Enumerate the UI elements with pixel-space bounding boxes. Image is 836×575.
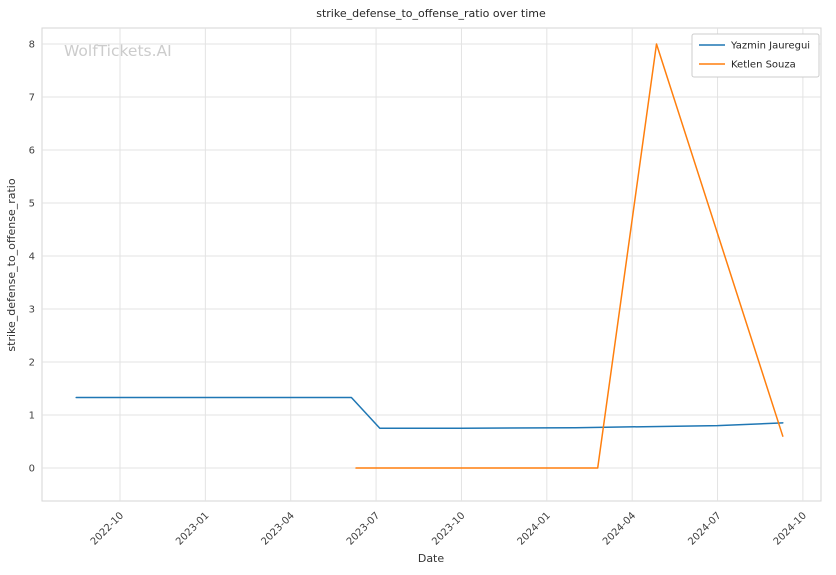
y-axis-label: strike_defense_to_offense_ratio xyxy=(5,178,18,351)
y-tick-label: 0 xyxy=(29,464,35,475)
series-line-1 xyxy=(355,43,784,469)
y-tick-label: 7 xyxy=(29,93,35,104)
series-line-0 xyxy=(75,396,784,430)
y-tick-label: 6 xyxy=(29,146,35,157)
chart-title: strike_defense_to_offense_ratio over tim… xyxy=(316,7,546,20)
legend-label-yazmin: Yazmin Jauregui xyxy=(730,41,810,52)
y-tick-label: 5 xyxy=(29,199,35,210)
plot-area xyxy=(41,27,822,502)
watermark: WolfTickets.AI xyxy=(64,42,172,60)
y-tick-label: 8 xyxy=(29,40,35,51)
series-layer xyxy=(75,43,784,469)
y-tick-label: 1 xyxy=(29,411,35,422)
y-tick-label: 3 xyxy=(29,305,35,316)
y-tick-label: 2 xyxy=(29,358,35,369)
y-tick-label: 4 xyxy=(29,252,35,263)
x-axis-label: Date xyxy=(418,552,445,565)
legend-label-ketlen: Ketlen Souza xyxy=(731,60,796,71)
grid-layer xyxy=(42,28,821,501)
legend: Yazmin Jauregui Ketlen Souza xyxy=(691,33,820,78)
